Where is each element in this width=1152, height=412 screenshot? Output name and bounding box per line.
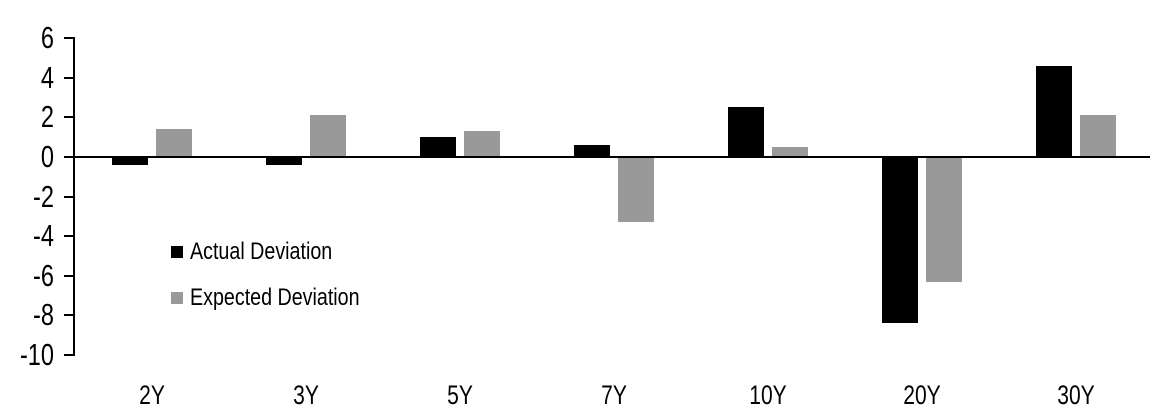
y-tick-label--6: -6: [33, 257, 54, 293]
y-tick-4: [64, 76, 74, 79]
legend-item-actual-deviation: Actual Deviation: [171, 240, 363, 264]
bar-actual-deviation-5y: [420, 137, 456, 157]
y-tick-label-6: 6: [40, 20, 54, 55]
bar-expected-deviation-10y: [772, 146, 808, 157]
y-tick-label-4: 4: [40, 59, 54, 95]
x-label-10y: 10Y: [749, 380, 787, 410]
x-label-30y: 30Y: [1057, 380, 1095, 410]
y-tick--6: [64, 274, 74, 277]
x-label-7y: 7Y: [601, 380, 627, 410]
bar-actual-deviation-3y: [266, 156, 302, 165]
bar-expected-deviation-5y: [464, 131, 500, 157]
x-label-2y: 2Y: [139, 380, 165, 410]
y-tick--10: [64, 354, 74, 356]
y-tick--2: [64, 195, 74, 198]
bar-actual-deviation-7y: [574, 144, 610, 157]
bar-actual-deviation-30y: [1036, 65, 1072, 157]
legend-swatch-expected-deviation: [171, 292, 183, 304]
legend-swatch-actual-deviation: [171, 246, 183, 258]
y-tick-label-2: 2: [40, 99, 54, 135]
y-tick-label--8: -8: [33, 297, 54, 333]
x-axis-zero-line: [64, 155, 1150, 158]
y-axis-line: [73, 37, 75, 356]
y-tick-label--10: -10: [19, 337, 55, 372]
bar-actual-deviation-10y: [728, 107, 764, 157]
bar-actual-deviation-20y: [882, 156, 918, 324]
y-tick-2: [64, 116, 74, 119]
x-label-5y: 5Y: [447, 380, 473, 410]
x-label-3y: 3Y: [293, 380, 319, 410]
y-tick--8: [64, 314, 74, 317]
bar-expected-deviation-2y: [156, 129, 192, 157]
bar-expected-deviation-3y: [310, 115, 346, 157]
bar-expected-deviation-20y: [926, 156, 962, 282]
y-tick--4: [64, 235, 74, 238]
y-tick-label--2: -2: [33, 178, 54, 214]
y-tick-label-0: 0: [40, 138, 54, 174]
bar-expected-deviation-7y: [618, 156, 654, 223]
legend-label-expected-deviation: Expected Deviation: [190, 284, 360, 311]
legend-item-expected-deviation: Expected Deviation: [171, 286, 397, 310]
bar-expected-deviation-30y: [1080, 115, 1116, 157]
x-label-20y: 20Y: [903, 380, 941, 410]
legend-label-actual-deviation: Actual Deviation: [190, 238, 333, 265]
bar-actual-deviation-2y: [112, 156, 148, 165]
y-tick-6: [64, 37, 74, 39]
y-tick-label--4: -4: [33, 218, 54, 254]
